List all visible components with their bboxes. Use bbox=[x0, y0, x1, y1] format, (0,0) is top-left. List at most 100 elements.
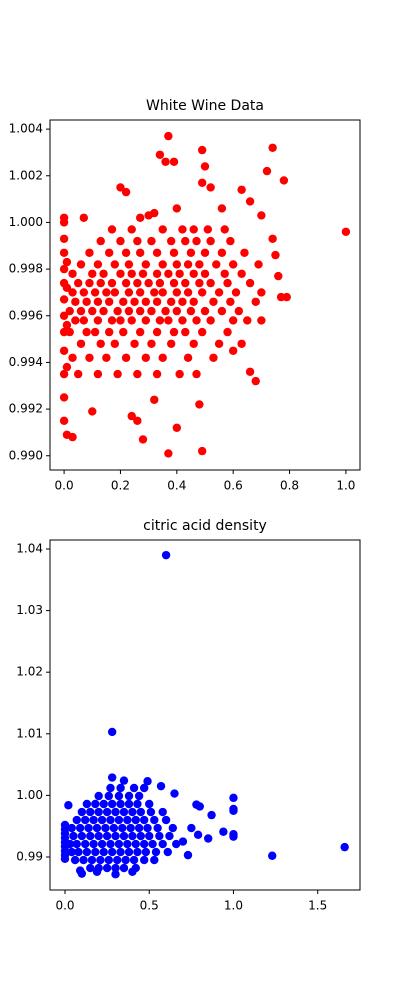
point bbox=[123, 839, 132, 849]
point bbox=[226, 236, 235, 246]
point bbox=[131, 863, 140, 873]
point bbox=[171, 839, 181, 849]
point bbox=[131, 815, 140, 825]
point bbox=[79, 213, 89, 222]
point bbox=[88, 269, 97, 278]
point bbox=[133, 236, 142, 246]
point bbox=[121, 248, 131, 257]
point bbox=[76, 260, 86, 269]
point bbox=[155, 831, 164, 841]
point bbox=[85, 248, 94, 257]
point bbox=[116, 183, 125, 192]
point bbox=[107, 316, 117, 325]
point bbox=[150, 288, 159, 297]
axes-frame bbox=[49, 539, 361, 891]
point bbox=[123, 815, 132, 825]
point bbox=[192, 369, 201, 379]
point bbox=[271, 250, 280, 260]
point bbox=[91, 847, 100, 857]
point bbox=[183, 288, 193, 297]
point bbox=[121, 187, 131, 197]
point bbox=[69, 831, 78, 841]
point bbox=[110, 288, 120, 297]
point bbox=[94, 863, 103, 873]
point bbox=[166, 339, 176, 348]
point bbox=[102, 353, 111, 362]
y-tick-label: 0.990 bbox=[9, 448, 43, 462]
point bbox=[116, 236, 125, 246]
point bbox=[245, 367, 255, 376]
point bbox=[110, 339, 120, 348]
x-tick-label: 0.2 bbox=[111, 479, 130, 493]
point bbox=[175, 269, 184, 278]
point bbox=[121, 855, 130, 865]
point bbox=[152, 248, 162, 257]
point bbox=[68, 288, 77, 297]
point bbox=[116, 316, 125, 325]
point bbox=[129, 855, 139, 865]
point bbox=[200, 269, 210, 278]
point bbox=[172, 204, 182, 213]
point bbox=[181, 278, 190, 288]
point bbox=[257, 316, 266, 325]
point bbox=[133, 416, 142, 425]
point bbox=[81, 815, 90, 825]
point bbox=[101, 823, 110, 833]
point bbox=[93, 369, 103, 379]
point bbox=[158, 288, 167, 297]
point bbox=[59, 234, 69, 243]
point bbox=[178, 316, 187, 325]
point bbox=[124, 791, 134, 801]
point bbox=[116, 799, 125, 809]
point bbox=[76, 339, 86, 348]
point bbox=[189, 225, 198, 234]
point bbox=[189, 297, 198, 306]
point bbox=[62, 283, 72, 292]
point bbox=[237, 339, 246, 348]
point bbox=[107, 225, 117, 234]
point bbox=[279, 176, 289, 185]
point bbox=[145, 831, 154, 841]
point bbox=[114, 815, 124, 825]
point bbox=[197, 178, 207, 187]
point bbox=[139, 839, 149, 849]
point bbox=[161, 306, 170, 316]
point bbox=[164, 131, 173, 141]
point bbox=[195, 260, 204, 269]
point bbox=[124, 288, 134, 297]
point bbox=[254, 260, 263, 269]
point bbox=[178, 297, 187, 306]
point bbox=[72, 815, 81, 825]
point bbox=[62, 320, 72, 330]
point bbox=[168, 823, 178, 833]
point bbox=[257, 288, 266, 297]
point bbox=[113, 855, 122, 865]
point bbox=[152, 297, 162, 306]
point bbox=[282, 292, 291, 302]
point bbox=[169, 248, 179, 257]
point bbox=[126, 823, 135, 833]
point bbox=[59, 295, 69, 304]
point bbox=[237, 269, 246, 278]
point bbox=[68, 353, 77, 362]
y-tick-label: 0.998 bbox=[9, 262, 43, 276]
x-tick-label: 0.5 bbox=[140, 899, 159, 913]
point bbox=[153, 823, 162, 833]
point bbox=[73, 369, 83, 379]
point bbox=[217, 306, 227, 316]
point bbox=[85, 353, 94, 362]
point bbox=[59, 264, 69, 274]
x-tick-label: 0.4 bbox=[167, 479, 186, 493]
point bbox=[340, 842, 349, 852]
point bbox=[88, 407, 97, 416]
point bbox=[119, 297, 128, 306]
point bbox=[119, 327, 128, 337]
point bbox=[158, 353, 167, 362]
point bbox=[192, 236, 201, 246]
point bbox=[128, 831, 137, 841]
point bbox=[226, 297, 235, 306]
point bbox=[124, 306, 134, 316]
point bbox=[128, 807, 137, 817]
point bbox=[67, 823, 76, 833]
point bbox=[220, 225, 229, 234]
